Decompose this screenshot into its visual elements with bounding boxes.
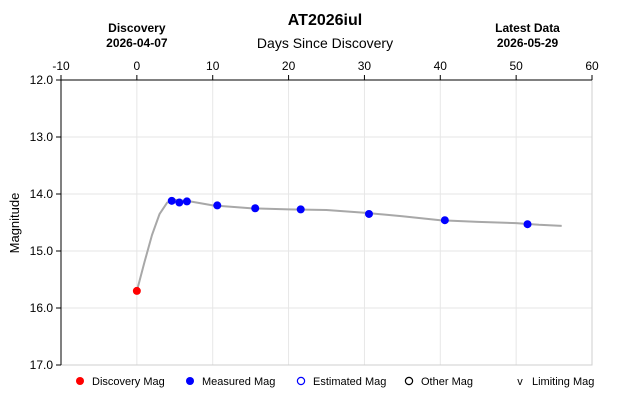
legend-label: Measured Mag — [202, 376, 275, 388]
model-curve-line — [135, 198, 562, 292]
x-axis: -10 0 10 20 30 40 50 60 — [52, 59, 599, 80]
x-tick-label: 30 — [358, 59, 372, 73]
discovery-mag-point — [132, 286, 141, 295]
measured-mag-point — [175, 198, 184, 207]
legend-label: Limiting Mag — [532, 376, 594, 388]
y-tick-label: 17.0 — [30, 358, 54, 372]
model-curve — [135, 198, 562, 292]
data-points — [132, 196, 532, 295]
y-tick-label: 14.0 — [30, 187, 54, 201]
x-tick-label: 0 — [134, 59, 141, 73]
measured-mag-point — [251, 204, 260, 213]
x-tick-label: 20 — [282, 59, 296, 73]
legend: Discovery Mag Measured Mag Estimated Mag Ot… — [76, 376, 594, 388]
measured-mag-point — [364, 209, 373, 218]
x-tick-label: 40 — [434, 59, 448, 73]
y-axis-label: Magnitude — [7, 193, 22, 254]
x-tick-label: -10 — [52, 59, 70, 73]
x-tick-label: 50 — [509, 59, 523, 73]
x-tick-label: 60 — [585, 59, 599, 73]
legend-marker — [296, 376, 306, 386]
latest-data-header-label: Latest Data — [495, 21, 560, 35]
latest-data-header-date: 2026-05-29 — [497, 36, 559, 50]
measured-mag-point — [523, 220, 532, 229]
y-axis: 12.0 13.0 14.0 15.0 16.0 17.0 — [30, 73, 61, 372]
measured-mag-point — [167, 196, 176, 205]
legend-marker — [186, 377, 194, 385]
discovery-header-label: Discovery — [108, 21, 166, 35]
legend-marker — [76, 377, 84, 385]
legend-marker — [404, 376, 414, 386]
legend-label: Discovery Mag — [92, 376, 165, 388]
y-tick-label: 12.0 — [30, 73, 54, 87]
measured-mag-point — [182, 197, 191, 206]
chart-subtitle: Days Since Discovery — [257, 35, 393, 51]
measured-mag-point — [213, 201, 222, 210]
discovery-header-date: 2026-04-07 — [106, 36, 168, 50]
legend-label: Other Mag — [421, 376, 473, 388]
plot-frame — [60, 79, 593, 366]
y-tick-label: 16.0 — [30, 301, 54, 315]
measured-mag-point — [296, 205, 305, 214]
measured-mag-point — [440, 216, 449, 225]
y-tick-label: 15.0 — [30, 244, 54, 258]
legend-label: Estimated Mag — [313, 376, 386, 388]
x-tick-label: 10 — [206, 59, 220, 73]
chart-title: AT2026iul — [288, 12, 362, 29]
legend-marker: v — [517, 376, 523, 388]
y-tick-label: 13.0 — [30, 130, 54, 144]
